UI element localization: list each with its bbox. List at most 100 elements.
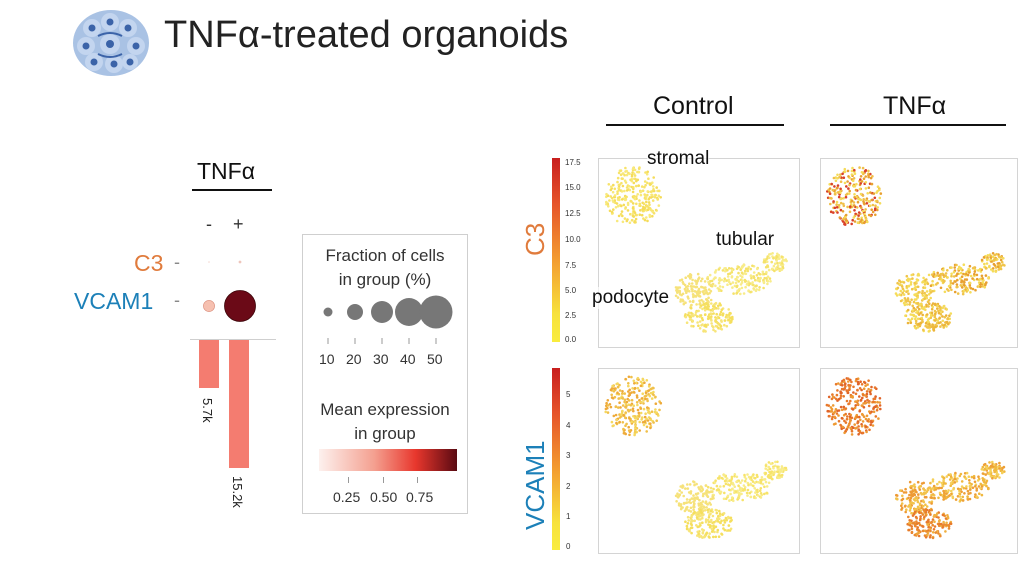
umap-cell-point [840, 416, 844, 420]
umap-cell-point [856, 200, 860, 204]
umap-cell-point [995, 473, 999, 476]
umap-cell-point [657, 194, 661, 197]
umap-cell-point [681, 506, 684, 509]
umap-cell-point [703, 280, 707, 283]
umap-cell-point [766, 275, 770, 278]
umap-cell-point [916, 285, 920, 289]
umap-cell-point [858, 395, 861, 398]
umap-cell-point [912, 492, 916, 496]
umap-cell-point [696, 534, 699, 537]
umap-cell-point [878, 196, 882, 200]
vcam1-tick-2: 2 [566, 482, 571, 491]
umap-cell-point [858, 387, 862, 390]
umap-cell-point [710, 319, 713, 322]
umap-cell-point [714, 269, 718, 272]
umap-cell-point [616, 385, 620, 389]
umap-cell-point [959, 277, 962, 280]
umap-cell-point [617, 214, 621, 218]
umap-cell-point [914, 515, 918, 519]
umap-cell-point [707, 288, 711, 291]
umap-cell-point [846, 415, 849, 418]
umap-cell-point [920, 306, 924, 310]
umap-cell-point [839, 187, 842, 191]
umap-cell-point [983, 467, 987, 471]
umap-cell-point [967, 475, 971, 478]
umap-cell-point [742, 484, 746, 487]
umap-cell-point [869, 191, 872, 194]
umap-cell-point [688, 318, 692, 321]
umap-cell-point [764, 464, 768, 467]
umap-cell-point [993, 253, 997, 257]
umap-cell-point [916, 522, 919, 525]
umap-cell-point [843, 387, 846, 390]
umap-cell-point [876, 400, 879, 404]
umap-cell-point [993, 264, 997, 267]
umap-cell-point [984, 274, 988, 277]
umap-cell-point [609, 188, 613, 192]
umap-cell-point [847, 377, 850, 380]
umap-cell-point [870, 198, 873, 202]
umap-cell-point [991, 460, 994, 464]
umap-cell-point [968, 497, 972, 501]
umap-cell-point [968, 479, 971, 482]
umap-cell-point [843, 181, 847, 185]
umap-cell-point [907, 505, 910, 508]
umap-cell-point [699, 518, 702, 521]
umap-cell-point [620, 204, 623, 208]
umap-cell-point [622, 413, 625, 417]
umap-c3-tnfa [820, 158, 1018, 348]
umap-cell-point [620, 412, 624, 415]
umap-cell-point [873, 397, 877, 400]
umap-cell-point [708, 283, 711, 286]
color-tick-050: 0.50 [370, 489, 398, 505]
umap-cell-point [773, 262, 777, 265]
umap-cell-point [987, 472, 991, 475]
umap-cell-point [763, 492, 766, 496]
umap-cell-point [765, 485, 769, 488]
umap-cell-point [861, 209, 865, 213]
umap-cell-point [866, 398, 869, 402]
umap-cell-point [945, 288, 949, 291]
umap-cell-point [713, 302, 717, 306]
umap-cell-point [731, 487, 734, 491]
umap-cell-point [926, 487, 930, 490]
umap-cell-point [770, 260, 773, 264]
umap-cell-point [857, 214, 860, 217]
umap-cell-point [740, 492, 743, 496]
umap-cell-point [729, 519, 733, 522]
umap-cell-point [947, 524, 950, 527]
umap-cell-point [993, 257, 997, 261]
umap-cell-point [837, 382, 840, 385]
umap-cell-point [717, 307, 720, 310]
umap-cell-point [684, 276, 687, 279]
umap-cell-point [902, 301, 906, 305]
umap-cell-point [714, 324, 718, 328]
umap-cell-point [623, 173, 626, 177]
umap-cell-point [631, 387, 634, 390]
umap-cell-point [840, 408, 844, 412]
umap-cell-point [921, 313, 924, 317]
umap-cell-point [702, 302, 706, 306]
umap-cell-point [700, 298, 703, 302]
umap-cell-point [896, 286, 900, 290]
umap-cell-point [927, 273, 931, 277]
umap-cell-point [756, 490, 759, 494]
umap-cell-point [769, 280, 772, 283]
umap-cell-point [942, 478, 945, 482]
umap-cell-point [739, 292, 742, 296]
umap-cell-point [757, 288, 761, 292]
umap-cell-point [927, 518, 930, 522]
umap-cell-point [714, 479, 717, 482]
umap-cell-point [947, 322, 950, 326]
umap-cell-point [939, 308, 942, 312]
umap-cell-point [908, 498, 912, 502]
umap-cell-point [731, 281, 735, 284]
umap-cell-point [903, 297, 907, 300]
color-tick-025: 0.25 [333, 489, 361, 505]
umap-cell-point [619, 406, 622, 409]
umap-cell-point [916, 278, 920, 282]
umap-cell-point [704, 286, 707, 289]
umap-cell-point [624, 424, 627, 427]
umap-cell-point [846, 180, 849, 183]
umap-cell-point [717, 278, 721, 282]
